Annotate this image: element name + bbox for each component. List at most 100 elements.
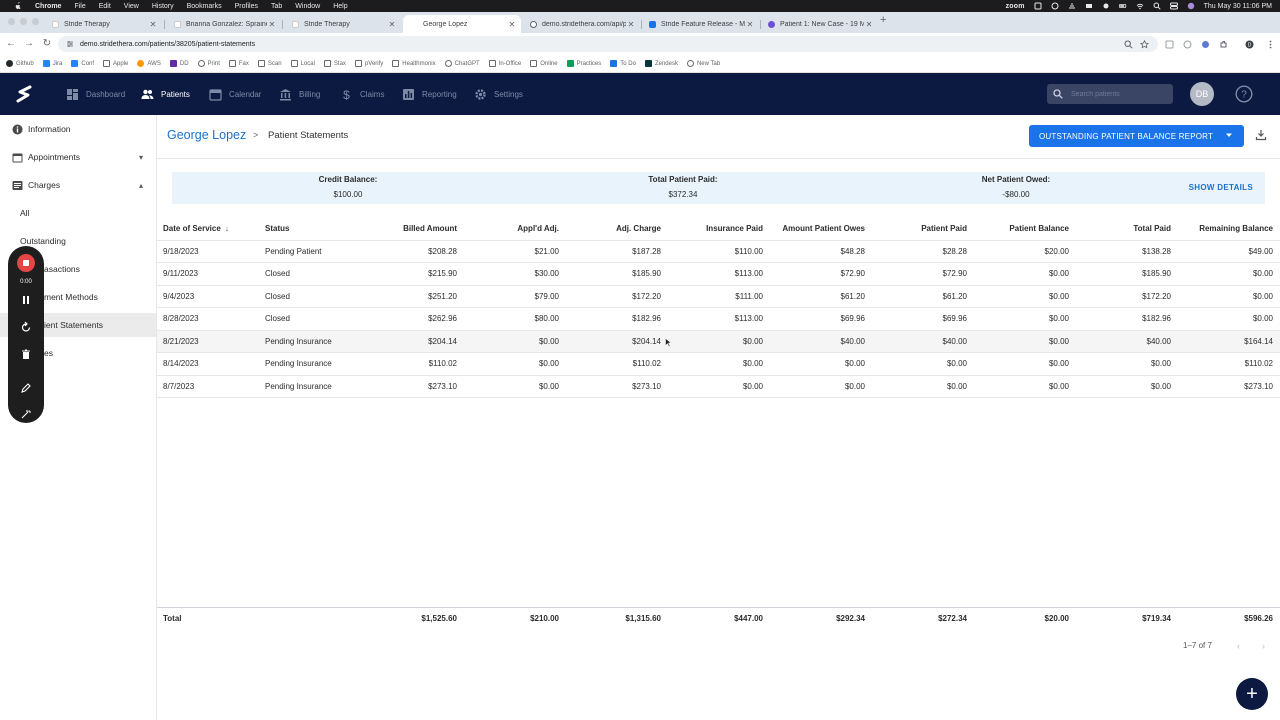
- sidebar-sub-payment-methods[interactable]: ment Methods: [44, 292, 98, 302]
- bookmark-item[interactable]: ChatGPT: [444, 60, 480, 67]
- siri-icon[interactable]: [1187, 2, 1195, 10]
- forward-icon[interactable]: →: [24, 38, 34, 49]
- status-icon[interactable]: [1051, 2, 1059, 10]
- control-center-icon[interactable]: [1169, 2, 1178, 10]
- chrome-menu-icon[interactable]: [1266, 40, 1275, 49]
- browser-tab[interactable]: Brianna Gonzalez: Sprained a ✕: [166, 15, 281, 33]
- nav-dashboard[interactable]: Dashboard: [66, 86, 125, 102]
- previous-page-icon[interactable]: ‹: [1237, 641, 1240, 651]
- column-header-remaining-balance[interactable]: Remaining Balance: [1199, 224, 1273, 233]
- bookmark-item[interactable]: DD: [169, 60, 189, 67]
- wifi-icon[interactable]: [1136, 2, 1144, 10]
- sidebar-item-information[interactable]: Information: [0, 117, 156, 141]
- bookmark-item[interactable]: New Tab: [686, 60, 720, 67]
- bookmark-item[interactable]: Fax: [228, 60, 249, 67]
- download-icon[interactable]: [1255, 129, 1267, 141]
- table-row[interactable]: 8/7/2023 Pending Insurance $273.10 $0.00 $27…: [157, 376, 1280, 398]
- bookmark-item[interactable]: Scan: [257, 60, 282, 67]
- column-header-patient-paid[interactable]: Patient Paid: [921, 224, 967, 233]
- menu-bar-clock[interactable]: Thu May 30 11:06 PM: [1203, 2, 1272, 10]
- column-header-patient-balance[interactable]: Patient Balance: [1009, 224, 1069, 233]
- menu-profiles[interactable]: Profiles: [234, 2, 258, 10]
- table-row[interactable]: 9/11/2023 Closed $215.90 $30.00 $185.90 $113.…: [157, 263, 1280, 286]
- search-input[interactable]: [1071, 90, 1166, 98]
- site-info-icon[interactable]: [66, 40, 74, 48]
- nav-claims[interactable]: $ Claims: [340, 86, 384, 102]
- menu-app-name[interactable]: Chrome: [35, 2, 62, 10]
- browser-tab[interactable]: Stride Therapy ✕: [284, 15, 401, 33]
- bookmark-item[interactable]: To Do: [610, 60, 636, 67]
- apple-icon[interactable]: [14, 2, 22, 10]
- chevron-down-icon[interactable]: ▾: [138, 152, 143, 162]
- sidebar-item-appointments[interactable]: Appointments ▾: [0, 145, 156, 169]
- column-header-adj-charge[interactable]: Adj. Charge: [616, 224, 661, 233]
- column-header-billed-amount[interactable]: Billed Amount: [403, 224, 457, 233]
- extension-icon[interactable]: [1201, 40, 1210, 49]
- trash-icon[interactable]: [20, 348, 32, 360]
- bookmark-star-icon[interactable]: [1140, 40, 1149, 49]
- menu-help[interactable]: Help: [333, 2, 348, 10]
- column-header-insurance-paid[interactable]: Insurance Paid: [706, 224, 763, 233]
- column-header-total-paid[interactable]: Total Paid: [1133, 224, 1171, 233]
- outstanding-balance-report-button[interactable]: OUTSTANDING PATIENT BALANCE REPORT: [1029, 125, 1244, 147]
- tab-close-icon[interactable]: ✕: [268, 19, 276, 29]
- bookmark-item[interactable]: Github: [6, 60, 34, 67]
- sidebar-sub-hidden-item[interactable]: es: [44, 348, 53, 358]
- tab-close-icon[interactable]: ✕: [388, 19, 396, 29]
- tab-close-icon[interactable]: ✕: [508, 19, 516, 29]
- new-tab-button[interactable]: +: [880, 14, 887, 26]
- sidebar-sub-all[interactable]: All: [20, 208, 30, 218]
- window-close-button[interactable]: [8, 18, 15, 25]
- table-row[interactable]: 8/28/2023 Closed $262.96 $80.00 $182.96 $113.…: [157, 308, 1280, 331]
- browser-tab-active[interactable]: George Lopez ✕: [403, 15, 521, 33]
- bookmark-item[interactable]: Print: [197, 60, 220, 67]
- sidebar-sub-outstanding[interactable]: Outstanding: [20, 236, 66, 246]
- column-header-amount-patient-owes[interactable]: Amount Patient Owes: [782, 224, 865, 233]
- effects-icon[interactable]: [20, 408, 32, 420]
- next-page-icon[interactable]: ›: [1262, 641, 1265, 651]
- sort-arrow-down-icon[interactable]: ↓: [224, 224, 229, 233]
- tab-close-icon[interactable]: ✕: [149, 19, 157, 29]
- pencil-icon[interactable]: [20, 382, 32, 394]
- chevron-up-icon[interactable]: ▴: [138, 180, 143, 190]
- browser-tab[interactable]: Stride Feature Release - May ✕: [641, 15, 759, 33]
- puzzle-icon[interactable]: [1219, 40, 1228, 49]
- bookmark-item[interactable]: Apple: [103, 60, 128, 67]
- stride-logo[interactable]: [13, 83, 35, 105]
- extension-icon[interactable]: [1183, 40, 1192, 49]
- browser-tab[interactable]: demo.stridethera.com/api/pa ✕: [522, 15, 640, 33]
- window-zoom-button[interactable]: [32, 18, 39, 25]
- sidebar-sub-transactions[interactable]: asactions: [44, 264, 80, 274]
- nav-billing[interactable]: Billing: [279, 86, 320, 102]
- table-row[interactable]: 9/4/2023 Closed $251.20 $79.00 $172.20 $111.0…: [157, 286, 1280, 308]
- patient-search[interactable]: [1047, 84, 1173, 104]
- nav-settings[interactable]: Settings: [474, 86, 523, 102]
- bookmark-item[interactable]: pVerify: [354, 60, 383, 67]
- bookmark-item[interactable]: In-Office: [488, 60, 521, 67]
- breadcrumb-patient-link[interactable]: George Lopez: [167, 128, 247, 142]
- add-button[interactable]: +: [1236, 678, 1268, 710]
- menu-tab[interactable]: Tab: [270, 2, 283, 10]
- profile-icon[interactable]: D: [1245, 40, 1254, 49]
- nav-patients[interactable]: Patients: [141, 86, 190, 102]
- table-row[interactable]: 8/21/2023 Pending Insurance $204.14 $0.00 $2…: [157, 330, 1280, 353]
- restart-icon[interactable]: [20, 321, 32, 333]
- bookmark-item[interactable]: Zendesk: [644, 60, 678, 67]
- status-icon[interactable]: [1085, 2, 1093, 10]
- extension-icon[interactable]: [1165, 40, 1174, 49]
- menu-edit[interactable]: Edit: [98, 2, 111, 10]
- status-icon[interactable]: [1034, 2, 1042, 10]
- window-minimize-button[interactable]: [20, 18, 27, 25]
- menu-history[interactable]: History: [151, 2, 174, 10]
- zoom-icon[interactable]: [1124, 40, 1133, 49]
- column-header-appld-adj[interactable]: Appl'd Adj.: [517, 224, 559, 233]
- status-icon[interactable]: [1102, 2, 1110, 10]
- bookmark-item[interactable]: Online: [530, 60, 558, 67]
- column-header-date-of-service[interactable]: Date of Service ↓: [163, 218, 229, 240]
- address-bar[interactable]: demo.stridethera.com/patients/38205/pati…: [58, 36, 1158, 52]
- column-header-status[interactable]: Status: [265, 224, 290, 233]
- back-icon[interactable]: ←: [6, 38, 16, 49]
- nav-calendar[interactable]: Calendar: [209, 86, 261, 102]
- zoom-status-item[interactable]: zoom: [1005, 2, 1025, 10]
- battery-icon[interactable]: [1118, 2, 1127, 10]
